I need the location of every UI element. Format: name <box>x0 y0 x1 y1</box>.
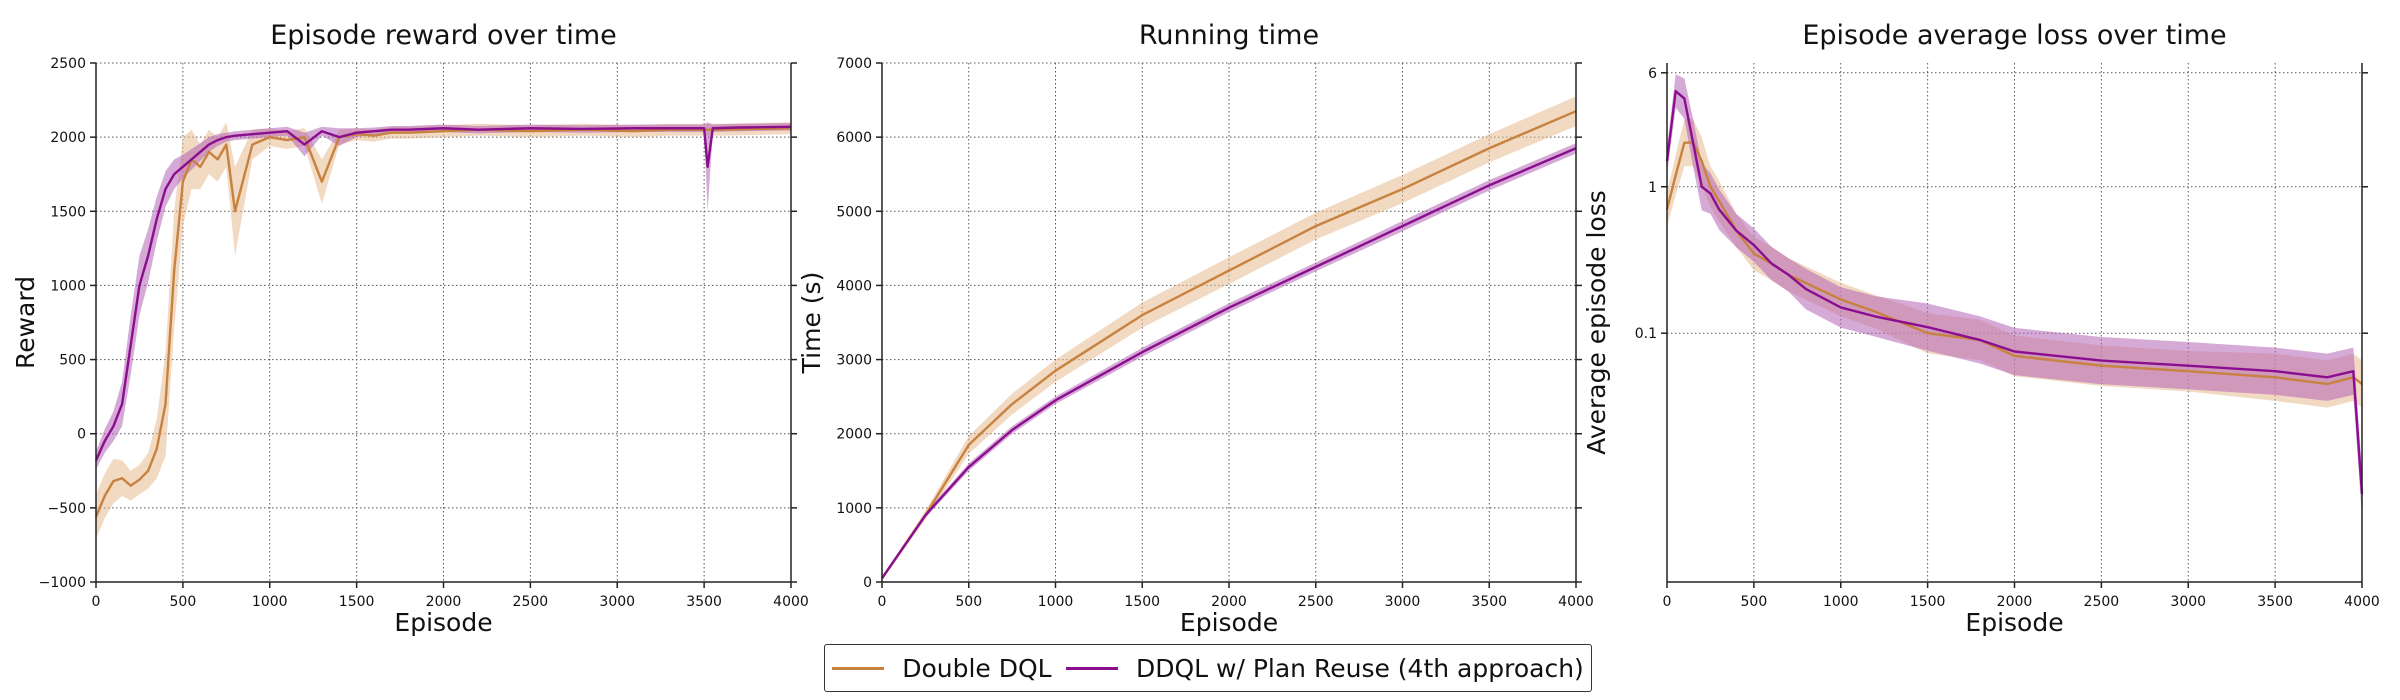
y-tick-label: 1 <box>1648 180 1657 196</box>
x-tick-label: 1000 <box>1823 594 1859 610</box>
y-tick-label: 1000 <box>836 501 872 517</box>
x-tick-label: 3500 <box>686 594 722 610</box>
y-tick-label: 1500 <box>50 204 86 220</box>
y-tick-label: 5000 <box>836 204 872 220</box>
x-tick-label: 3000 <box>599 594 635 610</box>
y-tick-label: 0 <box>863 575 872 591</box>
x-tick-label: 3000 <box>2170 594 2206 610</box>
x-tick-label: 3000 <box>1385 594 1421 610</box>
x-tick-label: 2000 <box>426 594 462 610</box>
x-tick-label: 0 <box>92 594 101 610</box>
y-tick-label: 2500 <box>50 56 86 72</box>
y-tick-label: 2000 <box>836 427 872 443</box>
y-tick-label: −500 <box>48 501 86 517</box>
chart-title: Running time <box>1139 20 1319 51</box>
x-tick-label: 2500 <box>513 594 549 610</box>
y-tick-label: 500 <box>59 353 86 369</box>
x-tick-label: 500 <box>1741 594 1768 610</box>
y-tick-label: 0 <box>77 427 86 443</box>
x-tick-label: 1500 <box>339 594 375 610</box>
series-line-1 <box>94 127 792 518</box>
legend-item-ddql-plan-reuse: DDQL w/ Plan Reuse (4th approach) <box>1065 653 1584 683</box>
chart-2: 0 500 1000 1500 2000 2500 3000 3500 4000 0 1000 200… <box>797 20 1594 637</box>
chart-title: Episode average loss over time <box>1802 20 2226 51</box>
x-axis-label: Episode <box>394 608 492 637</box>
y-tick-label: 4000 <box>836 278 872 294</box>
series-line-1 <box>1665 141 2363 386</box>
series-line-2 <box>94 125 792 461</box>
y-tick-label: 1000 <box>50 278 86 294</box>
x-tick-label: 4000 <box>2344 594 2380 610</box>
y-tick-label: −1000 <box>39 575 86 591</box>
y-axis-label: Reward <box>11 276 40 369</box>
legend-swatch-double-dql <box>832 666 885 670</box>
series-band-2 <box>1667 74 2362 518</box>
series-line-2 <box>881 147 1577 579</box>
series-band-1 <box>882 96 1576 580</box>
x-tick-label: 4000 <box>1558 594 1594 610</box>
x-tick-label: 4000 <box>773 594 809 610</box>
y-tick-label: 0.1 <box>1635 326 1657 342</box>
x-tick-label: 2000 <box>1211 594 1247 610</box>
x-tick-label: 0 <box>878 594 887 610</box>
legend-item-double-dql: Double DQL <box>832 653 1052 683</box>
x-axis-label: Episode <box>1180 608 1278 637</box>
chart-3: 0 500 1000 1500 2000 2500 3000 3500 4000 0.1 1 6 Epi… <box>1582 20 2380 637</box>
x-tick-label: 3500 <box>1471 594 1507 610</box>
legend-label-ddql-plan-reuse: DDQL w/ Plan Reuse (4th approach) <box>1135 653 1584 683</box>
x-tick-label: 1500 <box>1124 594 1160 610</box>
x-tick-label: 500 <box>955 594 982 610</box>
series-line-2 <box>1665 89 2364 494</box>
y-tick-label: 2000 <box>50 130 86 146</box>
y-axis-label: Average episode loss <box>1582 190 1611 455</box>
y-axis-label: Time (s) <box>797 272 826 375</box>
legend-swatch-ddql-plan-reuse <box>1065 666 1118 670</box>
x-tick-label: 500 <box>170 594 197 610</box>
chart-1: 0 500 1000 1500 2000 2500 3000 3500 4000 −1000 −50… <box>11 20 809 637</box>
x-tick-label: 0 <box>1663 594 1672 610</box>
x-tick-label: 2500 <box>2084 594 2120 610</box>
x-tick-label: 2500 <box>1298 594 1334 610</box>
y-tick-label: 7000 <box>836 56 872 72</box>
x-axis-label: Episode <box>1965 608 2063 637</box>
chart-title: Episode reward over time <box>270 20 617 51</box>
x-tick-label: 2000 <box>1997 594 2033 610</box>
x-tick-label: 3500 <box>2257 594 2293 610</box>
x-tick-label: 1000 <box>1038 594 1074 610</box>
y-tick-label: 3000 <box>836 353 872 369</box>
y-tick-label: 6 <box>1648 66 1657 82</box>
series-line-1 <box>881 110 1577 579</box>
legend: Double DQL DDQL w/ Plan Reuse (4th appro… <box>824 644 1592 692</box>
x-tick-label: 1000 <box>252 594 288 610</box>
x-tick-label: 1500 <box>1910 594 1946 610</box>
y-tick-label: 6000 <box>836 130 872 146</box>
legend-label-double-dql: Double DQL <box>902 653 1052 683</box>
